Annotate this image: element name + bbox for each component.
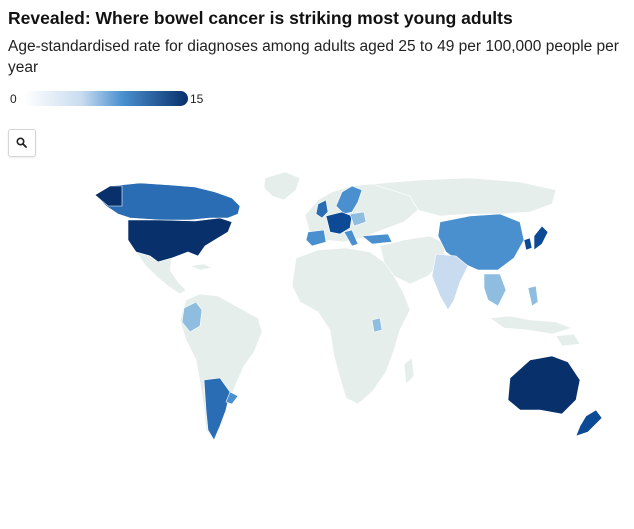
region-cuba[interactable] — [188, 263, 213, 271]
region-iberia[interactable] — [305, 229, 327, 247]
region-east-africa-highlight[interactable] — [371, 317, 383, 333]
region-mexico[interactable] — [135, 251, 187, 295]
region-south-korea[interactable] — [523, 237, 533, 251]
region-italy[interactable] — [343, 229, 359, 247]
region-south-america[interactable] — [179, 293, 263, 441]
magnifier-icon — [16, 137, 27, 148]
region-uruguay[interactable] — [225, 391, 239, 405]
region-japan[interactable] — [533, 225, 549, 251]
region-turkey[interactable] — [361, 233, 393, 245]
region-papua-new-guinea[interactable] — [555, 333, 581, 347]
region-western-europe[interactable] — [325, 211, 353, 235]
region-philippines[interactable] — [527, 285, 539, 307]
region-indonesia[interactable] — [489, 315, 573, 335]
chart-subtitle: Age-standardised rate for diagnoses amon… — [8, 38, 619, 76]
color-legend: 0 15 — [8, 90, 248, 110]
region-argentina[interactable] — [203, 377, 231, 441]
world-map[interactable] — [0, 160, 634, 450]
legend-min-label: 0 — [10, 92, 17, 106]
region-alaska[interactable] — [94, 185, 123, 207]
chart-title: Revealed: Where bowel cancer is striking… — [8, 8, 513, 28]
region-africa[interactable] — [291, 247, 411, 405]
region-united-kingdom[interactable] — [315, 199, 329, 219]
region-china[interactable] — [437, 213, 525, 271]
region-southeast-asia[interactable] — [483, 273, 507, 307]
region-new-zealand[interactable] — [575, 409, 603, 437]
region-canada[interactable] — [94, 182, 241, 221]
region-central-europe[interactable] — [349, 211, 367, 227]
region-greenland[interactable] — [263, 171, 301, 201]
region-australia[interactable] — [507, 355, 581, 415]
region-russia[interactable] — [371, 177, 557, 217]
zoom-button[interactable] — [8, 129, 36, 157]
region-colombia[interactable] — [181, 301, 203, 333]
legend-gradient-bar — [24, 91, 188, 106]
legend-max-label: 15 — [190, 92, 204, 106]
region-madagascar[interactable] — [403, 357, 415, 385]
region-india[interactable] — [431, 253, 469, 311]
